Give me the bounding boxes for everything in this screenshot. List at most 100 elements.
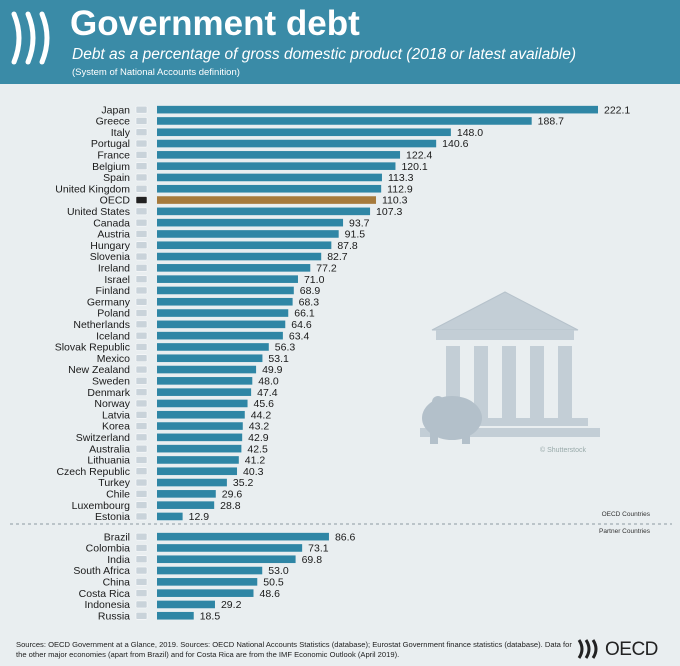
bar-portugal <box>157 139 437 148</box>
category-label-portugal: Portugal <box>91 138 130 150</box>
flag-icon-hungary <box>135 241 148 249</box>
bar-italy <box>157 128 451 137</box>
bar-czech-republic <box>157 467 238 476</box>
value-label-denmark: 47.4 <box>257 387 278 399</box>
category-label-slovenia: Slovenia <box>90 251 130 263</box>
value-label-portugal: 140.6 <box>442 138 468 150</box>
flag-icon-lithuania <box>135 456 148 464</box>
value-label-colombia: 73.1 <box>308 543 329 555</box>
category-label-switzerland: Switzerland <box>76 432 130 444</box>
category-label-luxembourg: Luxembourg <box>72 500 131 512</box>
flag-icon-china <box>135 578 148 586</box>
oecd-logo-icon <box>577 639 598 659</box>
value-label-canada: 93.7 <box>349 217 370 229</box>
value-label-luxembourg: 28.8 <box>220 500 241 512</box>
bar-united-kingdom <box>157 184 382 193</box>
value-label-finland: 68.9 <box>300 285 321 297</box>
flag-icon-denmark <box>135 388 148 396</box>
value-label-korea: 43.2 <box>249 421 270 433</box>
flag-icon-latvia <box>135 411 148 419</box>
category-label-ireland: Ireland <box>98 262 130 274</box>
bar-ireland <box>157 264 311 272</box>
bar-austria <box>157 230 339 238</box>
flag-icon-belgium <box>135 162 148 170</box>
definition-note: (System of National Accounts definition) <box>72 67 240 78</box>
bar-israel <box>157 275 298 283</box>
value-label-switzerland: 42.9 <box>248 432 269 444</box>
flag-icon-korea <box>135 422 148 430</box>
bar-latvia <box>157 410 245 419</box>
value-label-ireland: 77.2 <box>316 262 337 274</box>
flag-icon-sweden <box>135 377 148 385</box>
value-label-united-states: 107.3 <box>376 206 402 218</box>
value-label-australia: 42.5 <box>247 443 268 455</box>
flag-icon-netherlands <box>135 320 148 329</box>
value-label-south-africa: 53.0 <box>268 565 289 577</box>
value-label-lithuania: 41.2 <box>245 455 266 467</box>
value-label-united-kingdom: 112.9 <box>387 183 413 195</box>
flag-icon-japan <box>135 105 148 114</box>
category-label-slovak-republic: Slovak Republic <box>55 342 130 354</box>
value-label-india: 69.8 <box>302 554 323 566</box>
flag-icon-norway <box>135 399 148 408</box>
bar-greece <box>157 117 532 125</box>
category-label-mexico: Mexico <box>97 353 130 365</box>
value-label-mexico: 53.1 <box>268 353 289 365</box>
value-label-russia: 18.5 <box>200 610 221 622</box>
value-label-italy: 148.0 <box>457 127 483 139</box>
bar-slovak-republic <box>157 343 269 351</box>
bar-india <box>157 555 296 564</box>
category-label-colombia: Colombia <box>86 543 131 555</box>
category-label-norway: Norway <box>94 398 130 410</box>
value-label-latvia: 44.2 <box>251 409 272 421</box>
flag-icon-australia <box>135 444 148 453</box>
flag-icon-slovak-republic <box>135 343 148 351</box>
bar-france <box>157 151 401 159</box>
bar-south-africa <box>157 566 263 575</box>
flag-icon-brazil <box>135 532 148 541</box>
flag-icon-finland <box>135 286 148 295</box>
category-label-lithuania: Lithuania <box>87 455 130 467</box>
bar-australia <box>157 444 242 453</box>
value-label-slovak-republic: 56.3 <box>275 342 296 354</box>
page-subtitle: Debt as a percentage of gross domestic p… <box>72 46 577 63</box>
bar-lithuania <box>157 456 239 464</box>
bar-new-zealand <box>157 365 257 374</box>
category-label-new-zealand: New Zealand <box>68 364 130 376</box>
bar-poland <box>157 309 289 317</box>
flag-icon-spain <box>135 173 148 182</box>
bar-denmark <box>157 388 252 396</box>
value-label-china: 50.5 <box>263 576 284 588</box>
category-label-finland: Finland <box>96 285 131 297</box>
flag-icon-austria <box>135 230 148 238</box>
value-label-norway: 45.6 <box>254 398 275 410</box>
flag-icon-slovenia <box>135 252 148 261</box>
category-label-poland: Poland <box>97 308 130 320</box>
value-label-new-zealand: 49.9 <box>262 364 283 376</box>
oecd-logo-text: OECD <box>605 639 658 660</box>
bar-netherlands <box>157 320 286 329</box>
bar-turkey <box>157 478 227 487</box>
category-label-united-kingdom: United Kingdom <box>55 183 130 195</box>
bar-costa-rica <box>157 589 254 597</box>
flag-icon-united-kingdom <box>135 185 148 193</box>
category-label-chile: Chile <box>106 488 130 500</box>
category-label-belgium: Belgium <box>92 161 130 173</box>
value-label-chile: 29.6 <box>222 488 243 500</box>
flag-icon-india <box>135 555 148 563</box>
value-label-estonia: 12.9 <box>189 511 210 523</box>
flag-icon-colombia <box>135 544 148 552</box>
flag-icon-greece <box>135 117 148 125</box>
bar-belgium <box>157 162 396 170</box>
flag-icon-oecd <box>135 196 148 204</box>
image-credit: © Shutterstock <box>540 447 587 454</box>
value-label-indonesia: 29.2 <box>221 599 242 611</box>
category-label-costa-rica: Costa Rica <box>79 588 131 600</box>
bar-sweden <box>157 377 253 385</box>
value-label-belgium: 120.1 <box>401 161 427 173</box>
bar-mexico <box>157 354 263 363</box>
value-label-brazil: 86.6 <box>335 531 356 543</box>
bar-brazil <box>157 532 329 541</box>
flag-icon-italy <box>135 128 148 136</box>
category-label-greece: Greece <box>96 116 131 128</box>
